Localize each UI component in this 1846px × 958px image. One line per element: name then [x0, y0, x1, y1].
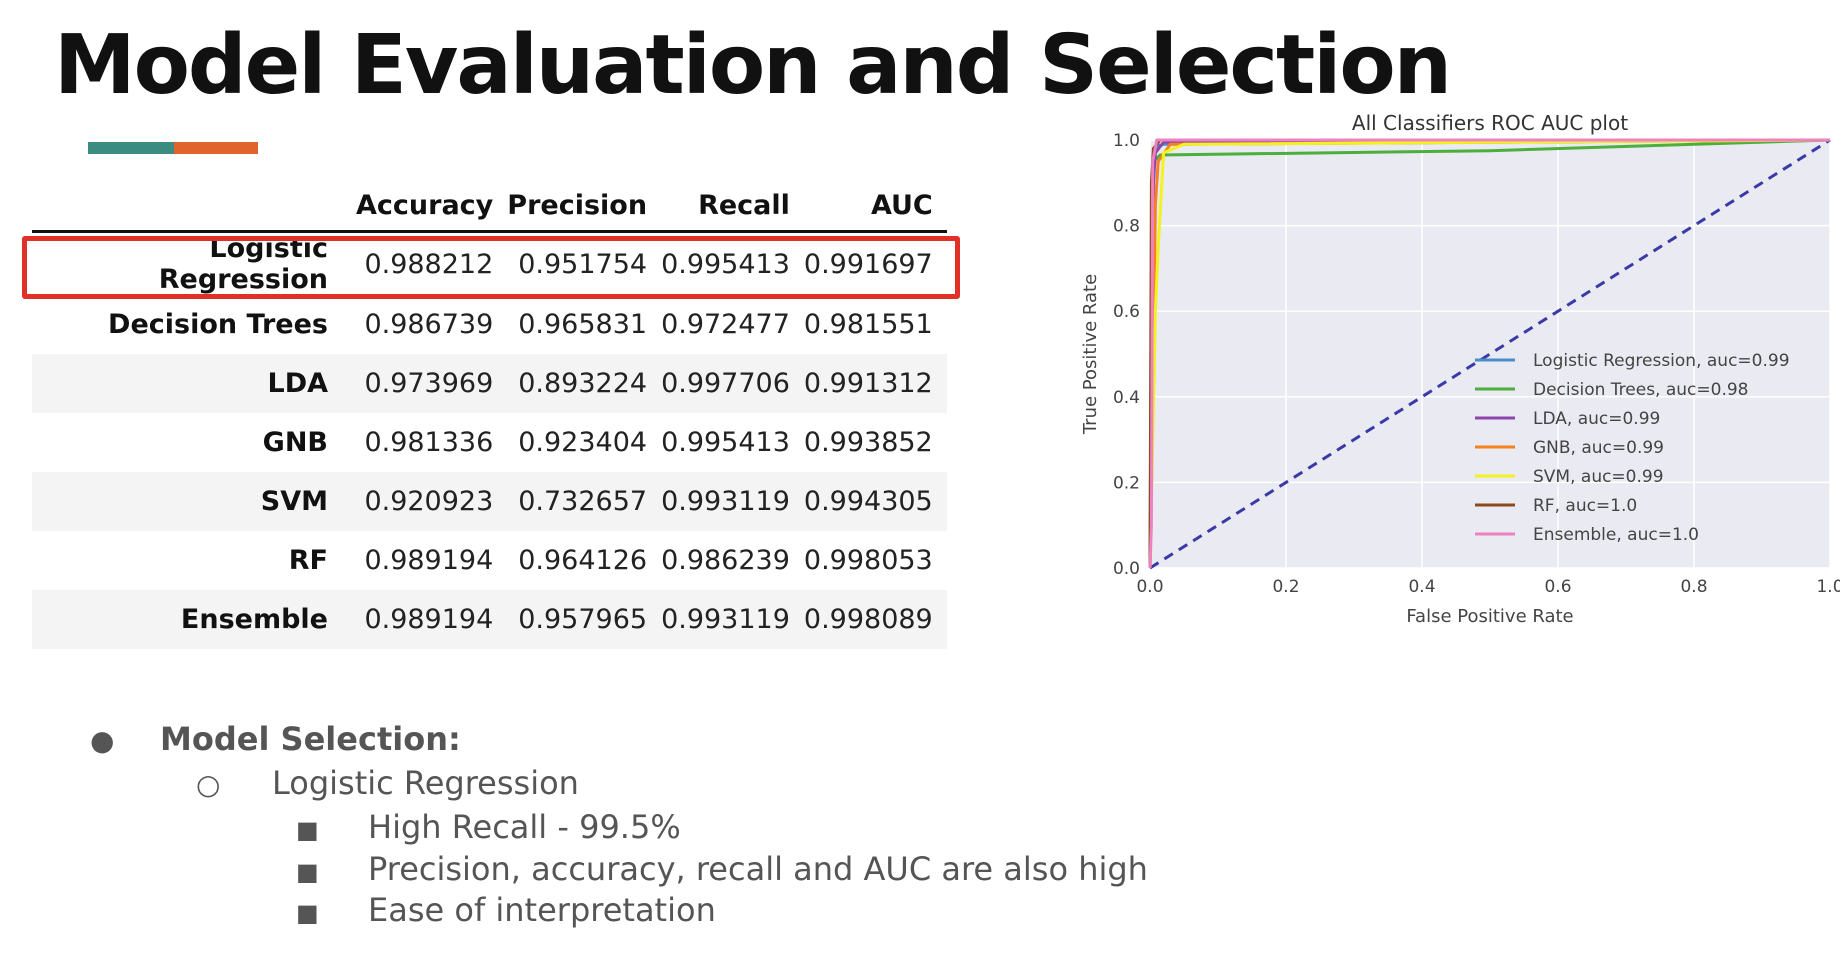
cell-accuracy: 0.981336 — [364, 427, 494, 458]
table-row: RF 0.989194 0.964126 0.986239 0.998053 — [32, 531, 947, 590]
legend-label: LDA, auc=0.99 — [1533, 409, 1660, 429]
accent-bar-orange — [174, 142, 258, 154]
bullet-marker: ○ — [196, 768, 221, 801]
x-tick-label: 0.6 — [1544, 577, 1571, 597]
x-tick-label: 0.8 — [1680, 577, 1707, 597]
y-tick-label: 0.2 — [1113, 473, 1140, 493]
table-row: Ensemble 0.989194 0.957965 0.993119 0.99… — [32, 590, 947, 649]
bullet-text: Model Selection: — [160, 720, 461, 758]
y-tick-label: 0.6 — [1113, 302, 1140, 322]
bullet-marker: ● — [90, 724, 115, 757]
accent-bar-teal — [88, 142, 174, 154]
cell-auc: 0.981551 — [803, 309, 933, 340]
legend-label: Logistic Regression, auc=0.99 — [1533, 351, 1790, 371]
bullet-text: High Recall - 99.5% — [368, 808, 681, 846]
y-axis-label: True Positive Rate — [1080, 274, 1101, 435]
bullet-text: Logistic Regression — [272, 764, 579, 802]
legend-label: Ensemble, auc=1.0 — [1533, 525, 1699, 545]
bullet-level3: ■ Precision, accuracy, recall and AUC are… — [296, 850, 1148, 888]
bullet-marker: ■ — [296, 858, 319, 886]
cell-auc: 0.998089 — [803, 604, 933, 635]
col-header-auc: AUC — [870, 189, 933, 221]
cell-auc: 0.994305 — [803, 486, 933, 517]
col-header-accuracy: Accuracy — [356, 189, 494, 221]
cell-accuracy: 0.986739 — [364, 309, 494, 340]
cell-accuracy: 0.989194 — [364, 545, 494, 576]
y-tick-label: 0.0 — [1113, 559, 1140, 579]
bullet-marker: ■ — [296, 816, 319, 844]
legend-label: GNB, auc=0.99 — [1533, 438, 1664, 458]
cell-auc: 0.991697 — [803, 248, 933, 280]
row-label: GNB — [262, 427, 328, 458]
cell-recall: 0.995413 — [661, 248, 790, 280]
row-label: Decision Trees — [108, 309, 328, 340]
table-row: SVM 0.920923 0.732657 0.993119 0.994305 — [32, 472, 947, 531]
row-label: Ensemble — [180, 604, 328, 635]
bullet-level1: ● Model Selection: — [90, 720, 461, 758]
table-header-row: Accuracy Precision Recall AUC — [32, 180, 947, 232]
chart-title: All Classifiers ROC AUC plot — [1352, 111, 1628, 135]
cell-precision: 0.893224 — [518, 368, 648, 399]
table-corner-cell — [32, 180, 356, 232]
cell-accuracy: 0.920923 — [364, 486, 494, 517]
cell-precision: 0.923404 — [518, 427, 648, 458]
cell-precision: 0.965831 — [518, 309, 648, 340]
bullet-level2: ○ Logistic Regression — [196, 764, 579, 802]
y-tick-label: 1.0 — [1113, 131, 1140, 151]
table-row: GNB 0.981336 0.923404 0.995413 0.993852 — [32, 413, 947, 472]
y-tick-label: 0.4 — [1113, 388, 1140, 408]
bullet-text: Ease of interpretation — [368, 891, 716, 929]
col-header-precision: Precision — [507, 189, 648, 221]
bullet-level3: ■ High Recall - 99.5% — [296, 808, 681, 846]
row-label: RF — [288, 545, 328, 576]
row-label: SVM — [260, 486, 328, 517]
cell-precision: 0.964126 — [518, 545, 648, 576]
cell-accuracy: 0.988212 — [364, 248, 494, 280]
title-accent-bar — [88, 142, 258, 154]
chance-reference-line — [1149, 138, 1831, 570]
y-tick-label: 0.8 — [1113, 217, 1140, 237]
roc-curve-4 — [1148, 138, 1831, 569]
table-row: LDA 0.973969 0.893224 0.997706 0.991312 — [32, 354, 947, 413]
cell-recall: 0.972477 — [661, 309, 790, 340]
highlight-box-logistic-regression — [22, 236, 960, 299]
cell-precision: 0.957965 — [518, 604, 648, 635]
cell-auc: 0.998053 — [803, 545, 933, 576]
x-tick-label: 1.0 — [1816, 577, 1840, 597]
cell-auc: 0.993852 — [803, 427, 933, 458]
col-header-recall: Recall — [698, 189, 790, 221]
legend-label: Decision Trees, auc=0.98 — [1533, 380, 1749, 400]
row-label: LDA — [267, 368, 328, 399]
x-tick-label: 0.2 — [1272, 577, 1299, 597]
cell-precision: 0.951754 — [518, 248, 648, 280]
cell-recall: 0.997706 — [661, 368, 790, 399]
table-row: Decision Trees 0.986739 0.965831 0.97247… — [32, 295, 947, 354]
bullet-marker: ■ — [296, 899, 319, 927]
cell-recall: 0.995413 — [661, 427, 790, 458]
x-tick-label: 0.0 — [1136, 577, 1163, 597]
bullet-level3: ■ Ease of interpretation — [296, 891, 716, 929]
cell-precision: 0.732657 — [518, 486, 648, 517]
cell-recall: 0.993119 — [661, 486, 790, 517]
cell-accuracy: 0.989194 — [364, 604, 494, 635]
cell-recall: 0.993119 — [661, 604, 790, 635]
roc-chart: 0.0 0.2 0.4 0.6 0.8 1.0 0.0 0.2 0.4 0.6 0.8 1.0 All … — [1080, 111, 1840, 627]
cell-accuracy: 0.973969 — [364, 368, 494, 399]
cell-recall: 0.986239 — [661, 545, 790, 576]
metrics-table: Accuracy Precision Recall AUC Logistic R… — [32, 180, 947, 649]
cell-auc: 0.991312 — [803, 368, 933, 399]
slide-title: Model Evaluation and Selection — [54, 18, 1452, 113]
legend-label: RF, auc=1.0 — [1533, 496, 1637, 516]
legend-label: SVM, auc=0.99 — [1533, 467, 1664, 487]
x-tick-label: 0.4 — [1408, 577, 1435, 597]
bullet-text: Precision, accuracy, recall and AUC are … — [368, 850, 1148, 888]
roc-curve-6 — [1148, 138, 1830, 569]
x-axis-label: False Positive Rate — [1406, 606, 1573, 627]
